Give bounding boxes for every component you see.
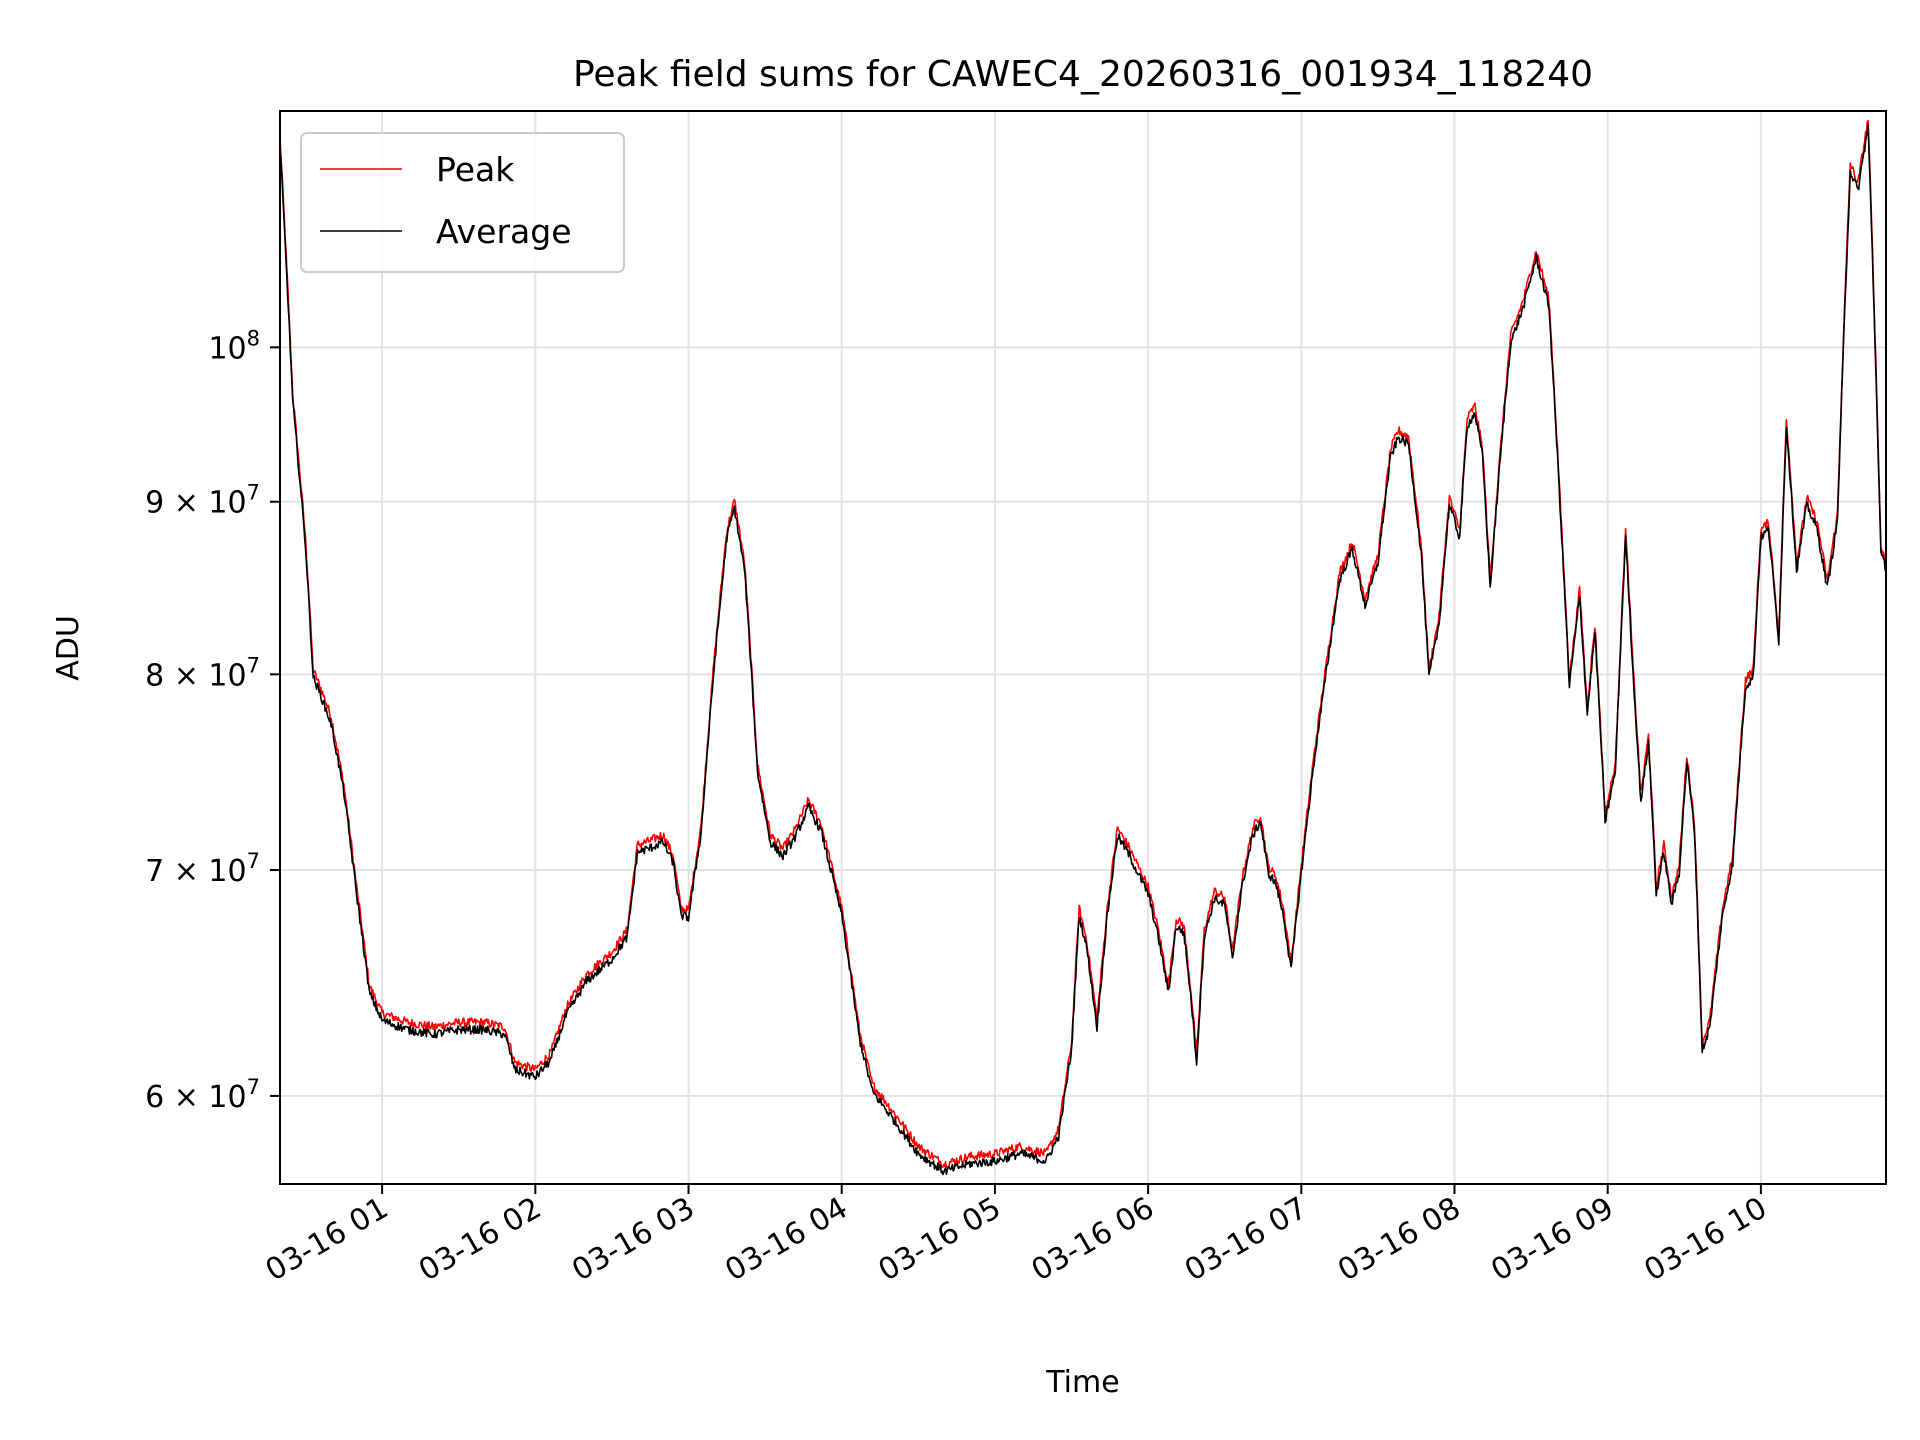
series-line-average [279,123,1887,1176]
y-tick-label: 6 × 107 [145,1075,260,1115]
y-axis-label: ADU [51,615,86,681]
legend-label-average: Average [436,212,572,251]
y-tick-label: 8 × 107 [145,653,260,693]
y-tick-label: 7 × 107 [145,849,260,889]
chart-title: Peak field sums for CAWEC4_20260316_0019… [573,54,1593,95]
y-axis: 6 × 107 7 × 107 8 × 107 9 × 107 108 [145,326,280,1115]
series-layer [279,119,1887,1176]
x-axis-label: Time [1045,1365,1119,1400]
legend-box [300,132,625,273]
grid [280,111,1886,1184]
plot-frame [279,110,1887,1185]
y-tick-label: 108 [208,326,260,366]
legend: Peak Average [300,132,625,273]
y-tick-label: 9 × 107 [145,481,260,521]
legend-label-peak: Peak [436,150,515,189]
